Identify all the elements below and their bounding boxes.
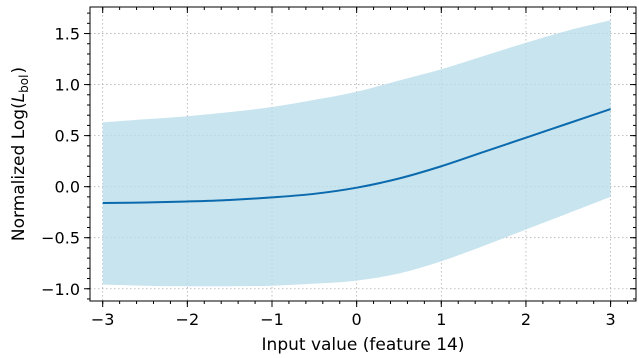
mean-line	[102, 108, 611, 204]
y-axis-label-subscript: bol	[17, 75, 31, 93]
y-tick-label: 1.0	[55, 76, 80, 95]
y-axis-label: Normalized Log(Lbol)	[9, 67, 31, 241]
x-tick-labels: −3 −2 −1 0 1 2 3	[91, 310, 616, 329]
x-tick-label: 0	[352, 310, 362, 329]
x-axis-label: Input value (feature 14)	[262, 335, 465, 355]
y-tick-label: −1.0	[41, 280, 80, 299]
y-axis-label-symbol: L	[9, 93, 29, 102]
y-tick-label: 1.5	[55, 25, 80, 44]
x-tick-label: −3	[91, 310, 115, 329]
y-tick-label: −0.5	[41, 229, 80, 248]
x-tick-label: −1	[260, 310, 284, 329]
y-axis-label-prefix: Normalized Log(	[9, 102, 29, 241]
plot-frame	[89, 6, 637, 302]
y-tick-labels: −1.0 −0.5 0.0 0.5 1.0 1.5	[41, 25, 80, 299]
y-axis-label-suffix: )	[9, 67, 29, 74]
y-tick-label: 0.5	[55, 127, 80, 146]
confidence-band	[102, 20, 611, 287]
x-tick-label: 3	[606, 310, 616, 329]
x-tick-label: −2	[176, 310, 200, 329]
y-tick-label: 0.0	[55, 178, 80, 197]
x-tick-label: 2	[521, 310, 531, 329]
x-tick-label: 1	[436, 310, 446, 329]
